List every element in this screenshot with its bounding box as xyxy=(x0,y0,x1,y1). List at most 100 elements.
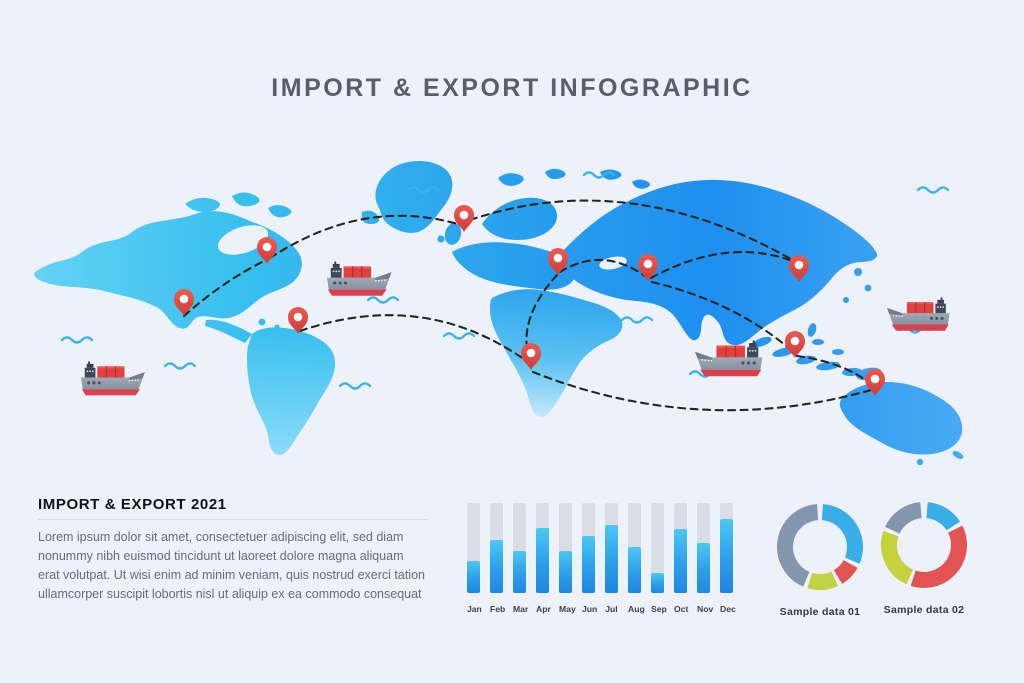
bar-fill-dec xyxy=(720,519,733,593)
arctic-islands-1 xyxy=(185,192,292,218)
bar-label-may: May xyxy=(559,604,576,614)
shipping-route-uk-east-russia xyxy=(468,199,798,264)
donut-segment-blue xyxy=(821,504,863,564)
bar-label-mar: Mar xyxy=(513,604,529,614)
wave-squiggle xyxy=(442,332,476,340)
donut-chart-1: Sample data 01 xyxy=(774,501,866,618)
bar-label-dec: Dec xyxy=(720,604,736,614)
shipping-route-caribbean-south-africa xyxy=(298,314,530,364)
bar-track-jun xyxy=(582,503,595,593)
cargo-ship-atlantic-icon xyxy=(326,260,393,297)
hudson-bay xyxy=(217,225,269,255)
shipping-route-canada-uk xyxy=(268,214,463,260)
new-zealand-island xyxy=(952,451,964,459)
info-block: IMPORT & EXPORT 2021 Lorem ipsum dolor s… xyxy=(38,496,428,604)
wave-squiggle xyxy=(620,316,654,324)
continent-europe xyxy=(452,242,576,290)
monthly-bar-chart: Jan Feb Mar Apr May Jun Jul Aug Sep Oct Nov Dec xyxy=(467,503,736,614)
shipping-route-turkey-central-asia xyxy=(558,258,647,278)
bar-label-feb: Feb xyxy=(490,604,506,614)
indonesia-archipelago xyxy=(752,323,882,381)
donut-chart-2-svg xyxy=(881,502,967,588)
korea-island xyxy=(843,297,849,303)
wave-squiggle xyxy=(338,382,372,390)
bar-fill-aug xyxy=(628,547,641,593)
continent-africa xyxy=(490,289,623,417)
wave-squiggle xyxy=(366,296,400,304)
caspian-sea xyxy=(599,256,627,270)
bar-label-aug: Aug xyxy=(628,604,645,614)
continent-greenland xyxy=(361,160,453,233)
bar-label-jul: Jul xyxy=(605,604,618,614)
bar-track-oct xyxy=(674,503,687,593)
donut-1-label: Sample data 01 xyxy=(779,606,861,618)
bar-fill-feb xyxy=(490,539,503,593)
shipping-route-central-asia-russia xyxy=(649,251,797,280)
cargo-ship-indian-ocean-icon xyxy=(694,339,764,377)
bar-label-nov: Nov xyxy=(697,604,714,614)
caribbean-island xyxy=(258,318,266,326)
bar-label-jun: Jun xyxy=(582,604,598,614)
shipping-route-south-africa-australia xyxy=(531,370,873,412)
continent-asia xyxy=(558,179,878,346)
donut-segment-slate xyxy=(885,502,923,535)
bar-fill-mar xyxy=(513,550,526,593)
continent-south-america xyxy=(246,327,336,455)
bar-fill-sep xyxy=(651,573,664,593)
bar-track-sep xyxy=(651,503,664,593)
central-america xyxy=(205,319,252,343)
donut-chart-1-svg xyxy=(777,504,863,590)
madagascar-island xyxy=(604,347,618,371)
bar-axis-labels: Jan Feb Mar Apr May Jun Jul Aug Sep Oct Nov Dec xyxy=(467,604,736,614)
bar-track-feb xyxy=(490,503,503,593)
bar-fill-jun xyxy=(582,536,595,593)
bar-fill-oct xyxy=(674,529,687,593)
bar-track-nov xyxy=(697,503,710,593)
bar-fill-jul xyxy=(605,524,618,593)
bar-track-jan xyxy=(467,503,480,593)
donut-segment-green xyxy=(807,571,839,590)
donut-segment-green xyxy=(881,531,914,585)
arctic-islands-2 xyxy=(498,168,651,189)
donut-segment-blue xyxy=(925,502,961,531)
bar-fill-apr xyxy=(536,528,549,593)
wave-squiggle xyxy=(60,336,94,344)
caribbean-island xyxy=(274,324,280,330)
bar-fill-jan xyxy=(467,560,480,593)
japan-island xyxy=(854,268,862,276)
bar-label-apr: Apr xyxy=(536,604,551,614)
bar-track-jul xyxy=(605,503,618,593)
cargo-ship-pacific-east-icon xyxy=(886,296,951,332)
bar-track-aug xyxy=(628,503,641,593)
info-body: Lorem ipsum dolor sit amet, consectetuer… xyxy=(38,530,425,601)
continents xyxy=(34,160,964,466)
bar-track-may xyxy=(559,503,572,593)
donut-segment-slate xyxy=(777,504,819,587)
page-title: IMPORT & EXPORT INFOGRAPHIC xyxy=(271,74,753,102)
japan-island xyxy=(864,284,872,292)
tasmania-island xyxy=(916,458,924,466)
shipping-route-indonesia-australia xyxy=(795,354,873,386)
info-heading: IMPORT & EXPORT 2021 xyxy=(38,496,227,513)
continent-australia xyxy=(839,382,963,455)
bar-fill-nov xyxy=(697,542,710,593)
bar-track-mar xyxy=(513,503,526,593)
scandinavia xyxy=(482,197,558,240)
bar-label-oct: Oct xyxy=(674,604,689,614)
divider xyxy=(38,519,428,520)
shipping-route-central-asia-indonesia xyxy=(650,280,793,352)
cargo-ship-pacific-west-icon xyxy=(80,360,146,397)
ireland-island xyxy=(437,235,445,243)
uk-island xyxy=(444,223,462,245)
donut-2-label: Sample data 02 xyxy=(883,604,965,616)
donut-segment-red xyxy=(910,525,967,588)
bar-label-jan: Jan xyxy=(467,604,482,614)
bar-group xyxy=(467,503,733,593)
shipping-route-mexico-canada xyxy=(182,259,266,318)
donut-segment-red xyxy=(833,559,858,584)
donut-chart-2: Sample data 02 xyxy=(878,499,970,616)
wave-squiggle xyxy=(916,186,950,194)
bar-track-apr xyxy=(536,503,549,593)
